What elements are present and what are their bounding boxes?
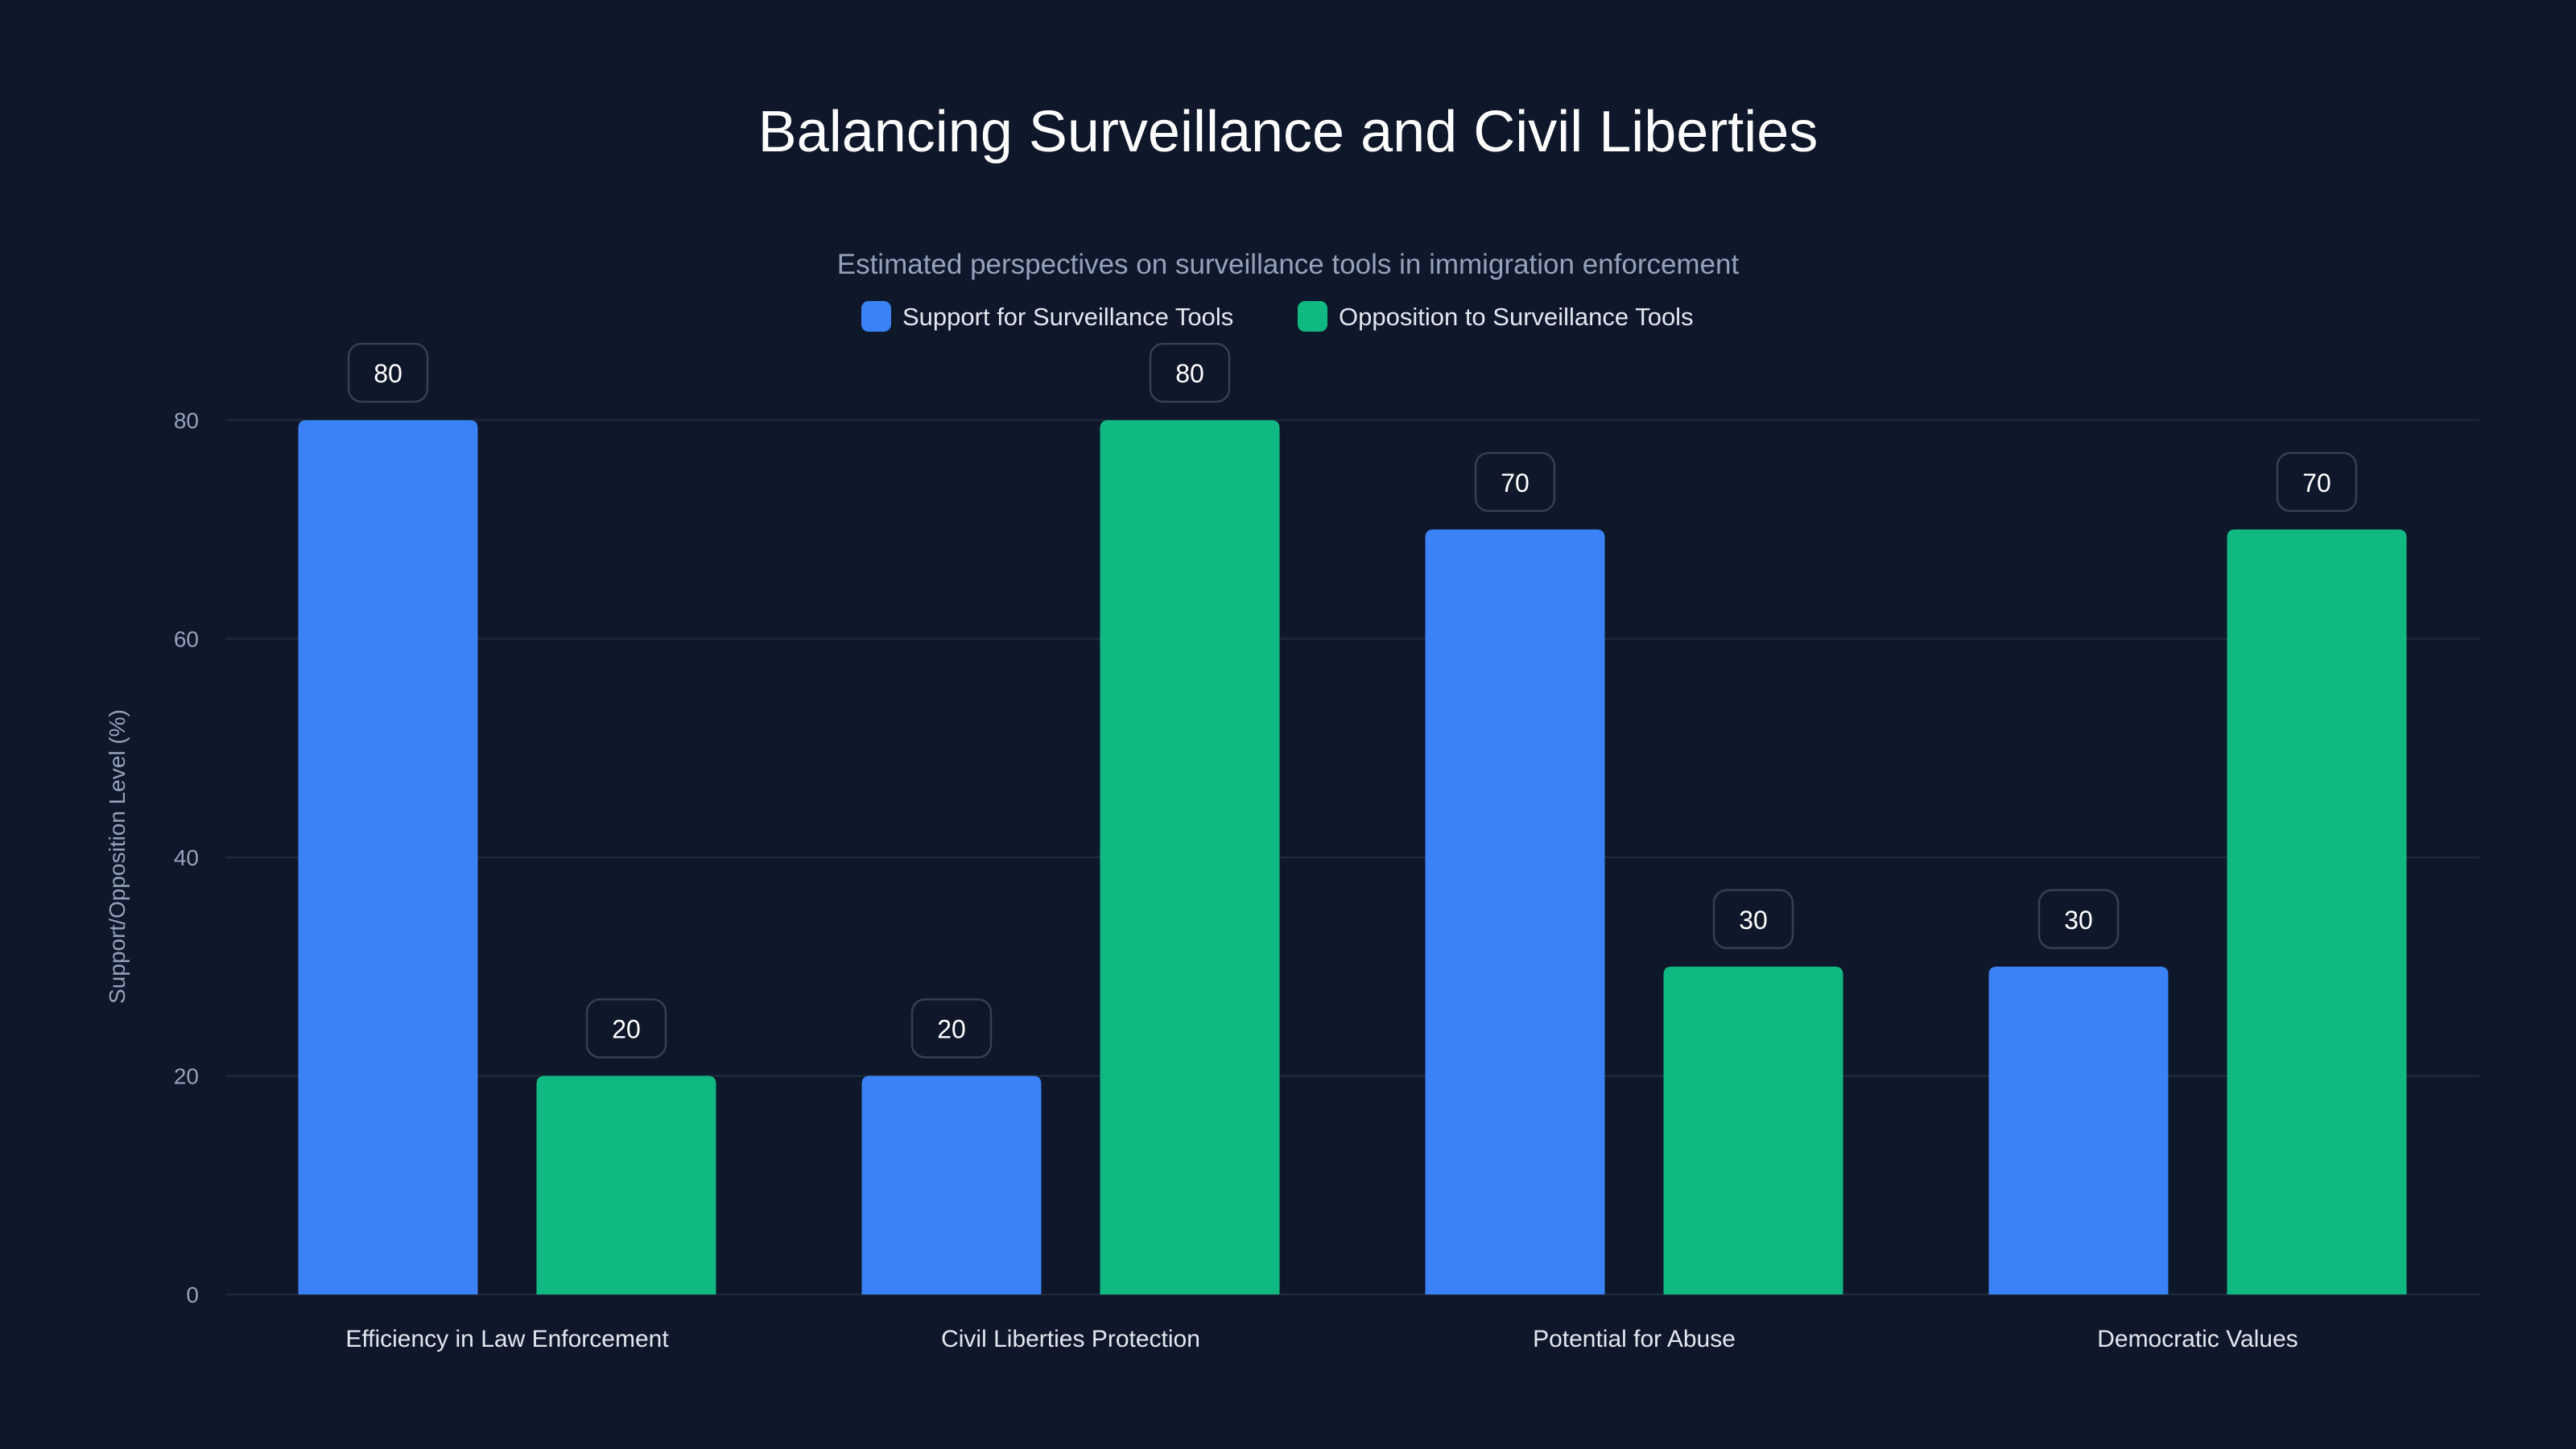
data-label-box — [910, 998, 993, 1059]
data-label-box — [1149, 342, 1231, 403]
legend-item: Opposition to Surveillance Tools — [1298, 301, 1694, 332]
data-label: 70 — [1474, 452, 1556, 512]
chart-subtitle: Estimated perspectives on surveillance t… — [837, 249, 1740, 280]
bar — [536, 1075, 716, 1294]
x-tick-label: Potential for Abuse — [1533, 1326, 1736, 1352]
bar — [1988, 966, 2169, 1294]
data-label-box — [585, 998, 667, 1059]
bar — [861, 1075, 1042, 1294]
bar — [2227, 529, 2407, 1294]
x-tick-label: Democratic Values — [2097, 1326, 2298, 1352]
legend-swatch — [861, 301, 891, 332]
data-label-value: 70 — [2302, 469, 2331, 497]
data-label-box — [2276, 452, 2358, 512]
bar — [1425, 529, 1605, 1294]
legend-label: Opposition to Surveillance Tools — [1339, 303, 1694, 331]
x-axis-ticks: Efficiency in Law Enforcement Civil Liber… — [345, 1326, 2297, 1352]
y-tick-label: 20 — [174, 1064, 199, 1089]
data-label-value: 80 — [374, 359, 402, 388]
data-label-box — [2037, 889, 2120, 949]
data-label: 80 — [347, 342, 429, 403]
x-tick-label: Civil Liberties Protection — [941, 1326, 1200, 1352]
data-label-value: 20 — [612, 1015, 641, 1044]
y-axis-ticks: 0 20 40 60 80 — [174, 408, 199, 1307]
data-label-value: 20 — [937, 1015, 966, 1044]
legend: Support for Surveillance Tools Opposition… — [861, 301, 1694, 332]
y-tick-label: 80 — [174, 408, 199, 433]
data-label-value: 80 — [1175, 359, 1204, 388]
y-tick-label: 40 — [174, 845, 199, 870]
data-label-box — [347, 342, 429, 403]
y-tick-label: 0 — [186, 1282, 199, 1307]
data-label: 30 — [1712, 889, 1794, 949]
data-label: 70 — [2276, 452, 2358, 512]
x-tick-label: Efficiency in Law Enforcement — [345, 1326, 669, 1352]
data-label-value: 70 — [1501, 469, 1530, 497]
bar — [1100, 420, 1280, 1294]
data-labels: 80 20 20 80 70 30 30 70 — [347, 342, 2358, 1059]
data-label: 20 — [585, 998, 667, 1059]
data-label: 30 — [2037, 889, 2120, 949]
y-axis-title: Support/Opposition Level (%) — [105, 709, 130, 1004]
legend-label: Support for Surveillance Tools — [902, 303, 1233, 331]
bar — [1663, 966, 1843, 1294]
data-label: 20 — [910, 998, 993, 1059]
data-label: 80 — [1149, 342, 1231, 403]
legend-item: Support for Surveillance Tools — [861, 301, 1233, 332]
data-label-box — [1712, 889, 1794, 949]
legend-swatch — [1298, 301, 1327, 332]
data-label-value: 30 — [1739, 906, 1768, 935]
chart-title: Balancing Surveillance and Civil Liberti… — [758, 100, 1818, 164]
data-label-value: 30 — [2064, 906, 2093, 935]
bar — [298, 420, 478, 1294]
bars — [298, 420, 2407, 1294]
y-tick-label: 60 — [174, 627, 199, 652]
data-label-box — [1474, 452, 1556, 512]
